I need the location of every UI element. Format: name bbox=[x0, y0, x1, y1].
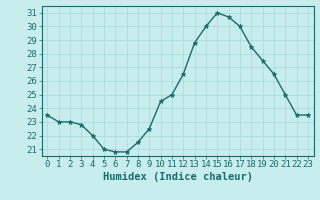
X-axis label: Humidex (Indice chaleur): Humidex (Indice chaleur) bbox=[103, 172, 252, 182]
